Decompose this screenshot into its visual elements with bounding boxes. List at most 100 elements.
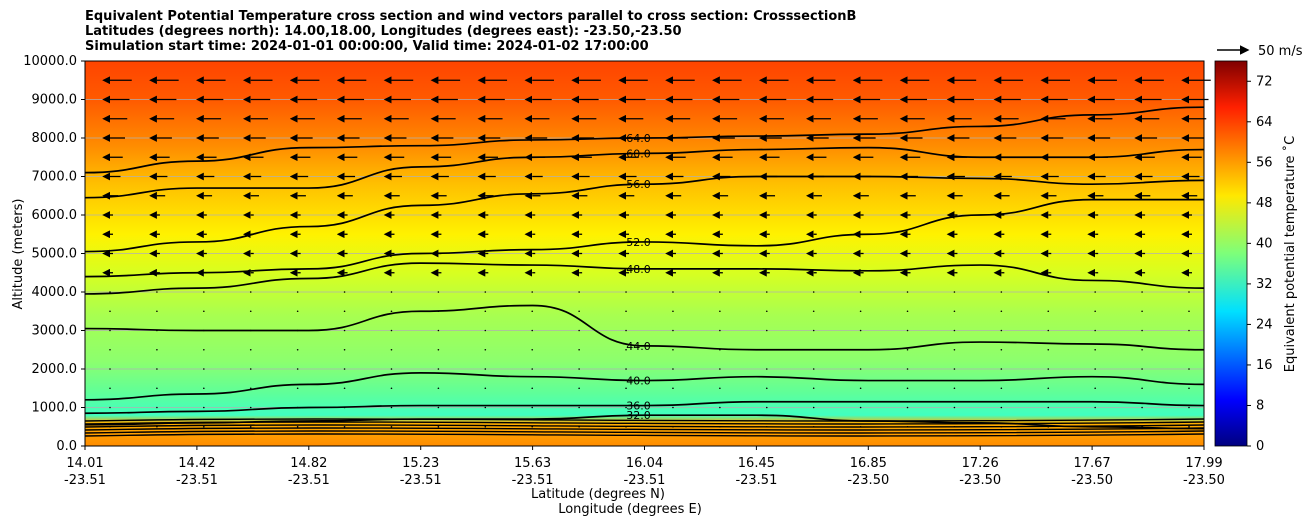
wind-vector xyxy=(906,368,909,370)
wind-vector xyxy=(719,291,721,293)
wind-vector xyxy=(203,368,205,370)
wind-vector xyxy=(1141,368,1143,370)
surface-contour-line xyxy=(84,433,1205,437)
wind-vector xyxy=(156,348,158,351)
contour-label: 60.0 xyxy=(626,147,651,160)
colorbar-tick-label: 0 xyxy=(1256,439,1264,454)
colorbar-tick-label: 40 xyxy=(1256,236,1273,251)
wind-vector xyxy=(1047,291,1050,293)
wind-vector xyxy=(109,406,111,409)
wind-vector xyxy=(249,387,252,390)
wind-vector xyxy=(296,329,299,332)
wind-vector xyxy=(390,387,393,390)
wind-vector xyxy=(249,348,252,351)
wind-vector xyxy=(953,329,956,332)
colorbar-tick-label: 16 xyxy=(1256,358,1273,373)
wind-vector xyxy=(672,425,674,428)
wind-vector xyxy=(672,387,674,390)
wind-vector xyxy=(203,291,205,293)
wind-vector xyxy=(578,329,580,332)
wind-vector xyxy=(812,387,815,390)
wind-vector xyxy=(390,406,393,409)
wind-vector xyxy=(109,329,111,332)
y-tick-label: 7000.0 xyxy=(32,170,78,185)
contour-line-48 xyxy=(84,262,1205,295)
wind-vector xyxy=(1141,291,1143,293)
wind-vector xyxy=(437,425,440,428)
x-tick-label-lat: 17.67 xyxy=(1073,456,1110,471)
wind-vector xyxy=(109,387,111,390)
wind-vector xyxy=(249,329,252,332)
wind-vector xyxy=(296,406,299,409)
wind-vector xyxy=(953,406,956,409)
wind-vector xyxy=(203,310,205,313)
wind-vector xyxy=(1141,425,1143,428)
wind-vector xyxy=(812,291,815,293)
contour-label: 52.0 xyxy=(626,236,651,249)
contour-line-36 xyxy=(84,400,1205,415)
wind-vector xyxy=(1000,329,1003,332)
wind-vector xyxy=(906,310,909,313)
contour-label: 32.0 xyxy=(626,409,651,422)
wind-vector xyxy=(437,348,440,351)
surface-contour-line xyxy=(84,421,1205,425)
x-tick-label-lon: -23.51 xyxy=(512,473,554,488)
wind-vector xyxy=(1188,425,1190,428)
x-tick-label-lat: 14.01 xyxy=(66,456,103,471)
wind-vector xyxy=(1047,368,1050,370)
wind-vector xyxy=(859,406,862,409)
wind-vector xyxy=(812,368,815,370)
wind-vector xyxy=(484,368,487,370)
y-tick-label: 2000.0 xyxy=(32,362,78,377)
wind-vector xyxy=(625,348,627,351)
wind-vector xyxy=(719,348,721,351)
wind-vector xyxy=(296,310,299,313)
wind-vector xyxy=(484,310,487,313)
wind-vector xyxy=(1094,368,1096,370)
wind-vector xyxy=(343,348,346,351)
wind-vector xyxy=(156,368,158,370)
wind-vector xyxy=(1094,348,1096,351)
wind-vector xyxy=(859,425,862,428)
wind-vector xyxy=(156,291,158,293)
x-tick-label-lat: 14.42 xyxy=(178,456,215,471)
wind-vector xyxy=(437,329,440,332)
wind-vector xyxy=(1000,291,1003,293)
x-tick-label-lat: 16.45 xyxy=(738,456,775,471)
wind-vector xyxy=(203,406,205,409)
wind-vector xyxy=(390,291,393,293)
wind-vector xyxy=(812,348,815,351)
wind-vector xyxy=(531,310,534,313)
wind-vector xyxy=(437,406,440,409)
wind-vector xyxy=(625,425,627,428)
x-tick-label-lon: -23.50 xyxy=(1071,473,1113,488)
wind-vector xyxy=(296,425,299,428)
x-tick-label-lat: 17.99 xyxy=(1185,456,1222,471)
chart-title-line-1: Equivalent Potential Temperature cross s… xyxy=(85,9,857,24)
surface-contour-line xyxy=(84,418,1205,422)
wind-vector xyxy=(906,387,909,390)
y-tick-label: 6000.0 xyxy=(32,208,78,223)
wind-vector xyxy=(203,387,205,390)
x-tick-label-lon: -23.51 xyxy=(735,473,777,488)
chart-title-line-3: Simulation start time: 2024-01-01 00:00:… xyxy=(85,39,649,54)
wind-vector xyxy=(578,368,580,370)
colorbar-tick-label: 64 xyxy=(1256,115,1273,130)
wind-vector xyxy=(156,387,158,390)
wind-vector xyxy=(109,348,111,351)
wind-vector xyxy=(1000,406,1003,409)
contour-label: 56.0 xyxy=(626,178,651,191)
wind-vector xyxy=(859,387,862,390)
x-tick-label-lon: -23.51 xyxy=(624,473,666,488)
wind-vector xyxy=(672,368,674,370)
wind-vector xyxy=(578,387,580,390)
wind-vector xyxy=(390,348,393,351)
wind-vector xyxy=(437,368,440,370)
wind-vector xyxy=(249,368,252,370)
x-tick-label-lat: 14.82 xyxy=(290,456,327,471)
wind-vector xyxy=(812,310,815,313)
wind-vector xyxy=(156,329,158,332)
x-tick-label-lon: -23.51 xyxy=(288,473,330,488)
wind-vector xyxy=(390,310,393,313)
wind-vector xyxy=(1141,348,1143,351)
